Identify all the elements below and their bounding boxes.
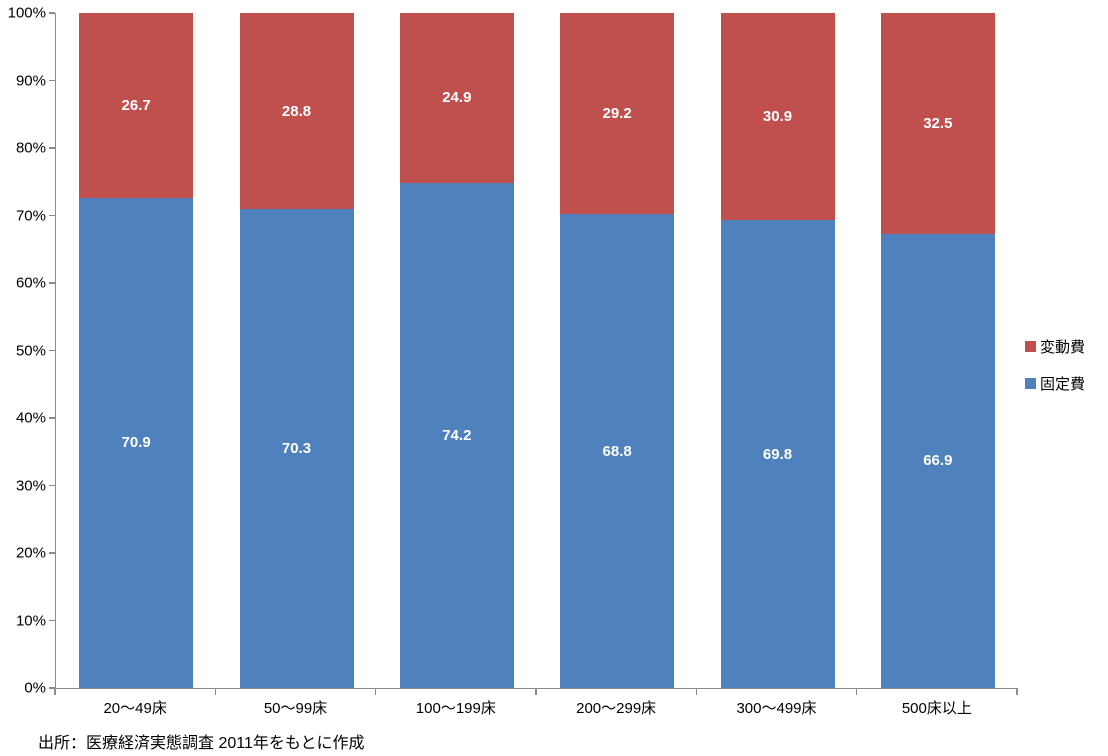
chart-legend: 変動費 固定費 — [1025, 336, 1085, 394]
legend-swatch-icon — [1025, 341, 1036, 352]
legend-label: 固定費 — [1040, 376, 1086, 393]
x-axis-tick-mark — [695, 689, 698, 695]
data-label-固定費: 74.2 — [442, 426, 472, 444]
data-label-変動費: 32.5 — [923, 114, 953, 132]
y-axis-tick-label: 90% — [15, 72, 46, 89]
y-axis-tick-mark — [49, 484, 55, 487]
data-label-固定費: 66.9 — [923, 452, 953, 470]
x-axis-tick-mark — [54, 689, 56, 695]
bar-200〜299床: 29.2 68.8 — [560, 13, 675, 688]
y-axis-tick-mark — [49, 214, 55, 217]
data-label-固定費: 70.3 — [281, 440, 312, 458]
bar-segment-変動費: 29.2 — [560, 13, 675, 215]
y-axis-tick-mark — [49, 417, 55, 419]
data-label-変動費: 29.2 — [602, 105, 632, 123]
bar-segment-固定費: 70.9 — [79, 197, 194, 688]
y-axis-tick-label: 30% — [15, 477, 46, 494]
bar-segment-固定費: 66.9 — [880, 233, 995, 688]
x-axis-category-label: 500床以上 — [901, 700, 972, 717]
x-axis-category-label: 200〜299床 — [576, 700, 657, 717]
y-axis-tick-mark — [49, 147, 55, 149]
bar-300〜499床: 30.9 69.8 — [720, 13, 835, 688]
y-axis-tick-label: 10% — [15, 612, 46, 629]
plot-area: 26.7 70.9 28.8 70.3 24.9 74.2 29.2 68.8 30.9 69.8… — [55, 13, 1018, 689]
bar-segment-固定費: 74.2 — [399, 182, 514, 688]
x-axis-category-label: 20〜49床 — [103, 700, 167, 717]
legend-label: 変動費 — [1040, 339, 1086, 356]
x-axis-category-label: 50〜99床 — [263, 700, 328, 717]
x-axis-tick-mark — [374, 689, 377, 695]
bar-20〜49床: 26.7 70.9 — [79, 13, 194, 688]
y-axis-tick-label: 50% — [15, 342, 46, 359]
y-axis-tick-label: 40% — [15, 409, 46, 427]
y-axis-tick-label: 20% — [15, 544, 46, 562]
y-axis-tick-mark — [49, 349, 55, 352]
x-axis-tick-mark — [1016, 689, 1018, 695]
data-label-変動費: 24.9 — [442, 89, 472, 107]
data-label-変動費: 30.9 — [762, 108, 793, 126]
y-axis-tick-mark — [49, 619, 55, 622]
bar-segment-変動費: 28.8 — [239, 13, 354, 210]
legend-item-変動費: 変動費 — [1025, 336, 1085, 357]
x-axis-category-label: 100〜199床 — [415, 700, 496, 717]
y-axis-tick-mark — [49, 687, 55, 689]
source-note: 出所：医療経済実態調査 2011年をもとに作成 — [38, 735, 365, 752]
y-axis-tick-label: 0% — [24, 679, 46, 697]
bar-segment-固定費: 70.3 — [239, 209, 354, 688]
bar-segment-変動費: 30.9 — [720, 13, 835, 221]
y-axis-tick-mark — [49, 79, 55, 82]
y-axis-tick-mark — [49, 552, 55, 554]
y-axis-tick-label: 80% — [15, 139, 46, 157]
data-label-固定費: 69.8 — [762, 445, 793, 463]
data-label-固定費: 68.8 — [602, 442, 632, 460]
bar-segment-変動費: 32.5 — [880, 13, 995, 234]
bar-segment-固定費: 68.8 — [560, 214, 675, 688]
y-axis-tick-label: 60% — [15, 274, 46, 292]
legend-swatch-icon — [1025, 378, 1036, 389]
y-axis-tick-mark — [49, 282, 55, 284]
data-label-変動費: 26.7 — [121, 96, 151, 114]
bar-segment-変動費: 26.7 — [79, 13, 194, 198]
x-axis-category-label: 300〜499床 — [736, 700, 817, 717]
y-axis-tick-label: 70% — [15, 207, 46, 224]
bar-segment-固定費: 69.8 — [720, 220, 835, 688]
bar-500床以上: 32.5 66.9 — [880, 13, 995, 688]
bar-segment-変動費: 24.9 — [399, 13, 514, 183]
bar-50〜99床: 28.8 70.3 — [239, 13, 354, 688]
data-label-固定費: 70.9 — [121, 434, 151, 452]
x-axis-tick-mark — [214, 689, 217, 695]
x-axis-tick-mark — [535, 689, 537, 695]
x-axis-tick-mark — [855, 689, 858, 695]
legend-item-固定費: 固定費 — [1025, 373, 1085, 394]
y-axis-tick-label: 100% — [7, 4, 46, 22]
data-label-変動費: 28.8 — [281, 102, 312, 120]
y-axis-tick-mark — [49, 12, 55, 14]
bar-100〜199床: 24.9 74.2 — [399, 13, 514, 688]
